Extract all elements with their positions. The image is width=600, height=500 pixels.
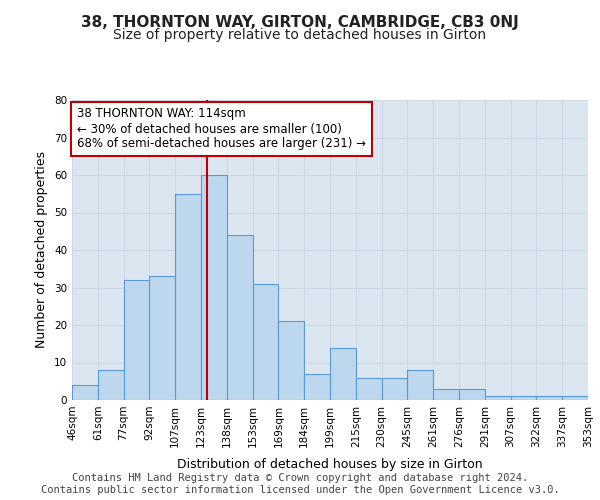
Bar (536, 396, 562, 400)
Bar (227, 235, 253, 400)
Bar (382, 378, 407, 400)
Bar (124, 280, 149, 400)
Bar (433, 389, 459, 400)
Bar (72, 385, 98, 400)
Y-axis label: Number of detached properties: Number of detached properties (35, 152, 49, 348)
Text: 38 THORNTON WAY: 114sqm
← 30% of detached houses are smaller (100)
68% of semi-d: 38 THORNTON WAY: 114sqm ← 30% of detache… (77, 108, 366, 150)
Bar (304, 374, 330, 400)
Bar (459, 389, 485, 400)
Bar (149, 276, 175, 400)
Bar (201, 175, 227, 400)
Bar (330, 348, 356, 400)
Text: Contains HM Land Registry data © Crown copyright and database right 2024.
Contai: Contains HM Land Registry data © Crown c… (41, 474, 559, 495)
Text: Size of property relative to detached houses in Girton: Size of property relative to detached ho… (113, 28, 487, 42)
Text: 38, THORNTON WAY, GIRTON, CAMBRIDGE, CB3 0NJ: 38, THORNTON WAY, GIRTON, CAMBRIDGE, CB3… (81, 15, 519, 30)
X-axis label: Distribution of detached houses by size in Girton: Distribution of detached houses by size … (177, 458, 483, 471)
Bar (562, 396, 588, 400)
Bar (407, 370, 433, 400)
Bar (511, 396, 536, 400)
Bar (175, 194, 201, 400)
Bar (98, 370, 124, 400)
Bar (485, 396, 511, 400)
Bar (356, 378, 382, 400)
Bar (278, 322, 304, 400)
Bar (253, 284, 278, 400)
